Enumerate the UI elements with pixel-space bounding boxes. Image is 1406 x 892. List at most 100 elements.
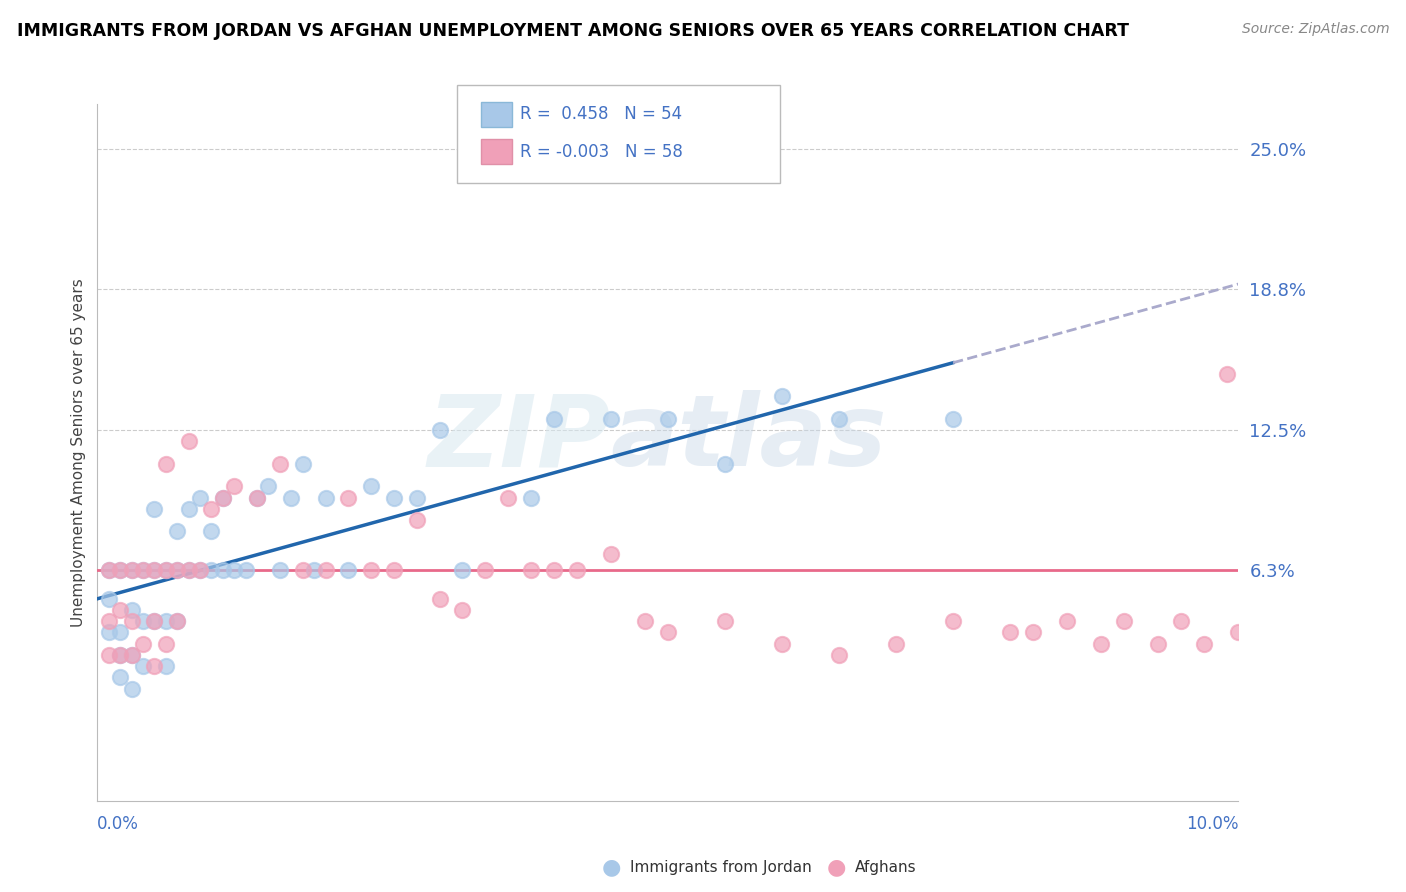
Point xyxy=(828,648,851,662)
Point xyxy=(565,563,588,577)
Point xyxy=(1227,625,1250,640)
Point xyxy=(188,491,211,505)
Text: ●: ● xyxy=(602,857,621,877)
Point xyxy=(166,614,188,628)
Point xyxy=(360,563,382,577)
Point xyxy=(291,457,314,471)
Point xyxy=(543,563,565,577)
Point xyxy=(496,491,519,505)
Point xyxy=(121,648,143,662)
Point xyxy=(108,563,131,577)
Point xyxy=(257,479,280,493)
Point xyxy=(132,637,155,651)
Point xyxy=(302,563,325,577)
Text: R =  0.458   N = 54: R = 0.458 N = 54 xyxy=(520,105,682,123)
Point xyxy=(121,681,143,696)
Point xyxy=(177,563,200,577)
Point xyxy=(177,501,200,516)
Text: Source: ZipAtlas.com: Source: ZipAtlas.com xyxy=(1241,22,1389,37)
Point xyxy=(121,563,143,577)
Point xyxy=(188,563,211,577)
Point xyxy=(1216,367,1239,381)
Point xyxy=(520,491,543,505)
Point xyxy=(166,524,188,539)
Point xyxy=(1056,614,1078,628)
Point xyxy=(155,637,177,651)
Point xyxy=(291,563,314,577)
Point xyxy=(143,659,166,673)
Point xyxy=(520,563,543,577)
Text: R = -0.003   N = 58: R = -0.003 N = 58 xyxy=(520,143,683,161)
Point xyxy=(770,637,793,651)
Point xyxy=(143,563,166,577)
Text: 10.0%: 10.0% xyxy=(1185,814,1239,832)
Point xyxy=(177,434,200,449)
Point xyxy=(108,625,131,640)
Point xyxy=(1192,637,1215,651)
Point xyxy=(121,614,143,628)
Point xyxy=(599,547,621,561)
Text: atlas: atlas xyxy=(610,390,887,487)
Point xyxy=(155,659,177,673)
Point xyxy=(212,491,235,505)
Point xyxy=(714,614,737,628)
Y-axis label: Unemployment Among Seniors over 65 years: Unemployment Among Seniors over 65 years xyxy=(72,278,86,627)
Point xyxy=(212,491,235,505)
Point xyxy=(166,614,188,628)
Point xyxy=(770,389,793,403)
Point xyxy=(429,591,451,606)
Point xyxy=(451,563,474,577)
Point xyxy=(143,563,166,577)
Point xyxy=(315,563,337,577)
Point xyxy=(429,423,451,437)
Point xyxy=(474,563,496,577)
Point xyxy=(337,491,360,505)
Point xyxy=(97,625,120,640)
Point xyxy=(1114,614,1136,628)
Point xyxy=(942,412,965,426)
Point xyxy=(97,591,120,606)
Text: Immigrants from Jordan: Immigrants from Jordan xyxy=(630,860,811,874)
Point xyxy=(634,614,657,628)
Point xyxy=(360,479,382,493)
Point xyxy=(121,648,143,662)
Point xyxy=(132,563,155,577)
Point xyxy=(97,563,120,577)
Point xyxy=(451,603,474,617)
Point xyxy=(121,563,143,577)
Point xyxy=(155,563,177,577)
Point xyxy=(166,563,188,577)
Point xyxy=(132,614,155,628)
Point xyxy=(143,614,166,628)
Point xyxy=(246,491,269,505)
Point xyxy=(108,648,131,662)
Point xyxy=(200,501,222,516)
Point xyxy=(269,563,291,577)
Point xyxy=(132,659,155,673)
Point xyxy=(599,412,621,426)
Point xyxy=(97,614,120,628)
Point xyxy=(97,648,120,662)
Point xyxy=(224,479,246,493)
Text: 0.0%: 0.0% xyxy=(97,814,139,832)
Point xyxy=(97,563,120,577)
Point xyxy=(657,412,679,426)
Point xyxy=(212,563,235,577)
Point xyxy=(280,491,302,505)
Point xyxy=(108,648,131,662)
Point xyxy=(269,457,291,471)
Text: ●: ● xyxy=(827,857,846,877)
Point xyxy=(108,670,131,684)
Point xyxy=(143,501,166,516)
Point xyxy=(382,491,405,505)
Point xyxy=(155,563,177,577)
Point xyxy=(714,457,737,471)
Point xyxy=(155,457,177,471)
Point xyxy=(188,563,211,577)
Text: IMMIGRANTS FROM JORDAN VS AFGHAN UNEMPLOYMENT AMONG SENIORS OVER 65 YEARS CORREL: IMMIGRANTS FROM JORDAN VS AFGHAN UNEMPLO… xyxy=(17,22,1129,40)
Point xyxy=(657,625,679,640)
Point xyxy=(224,563,246,577)
Point xyxy=(235,563,257,577)
Point xyxy=(337,563,360,577)
Point xyxy=(143,614,166,628)
